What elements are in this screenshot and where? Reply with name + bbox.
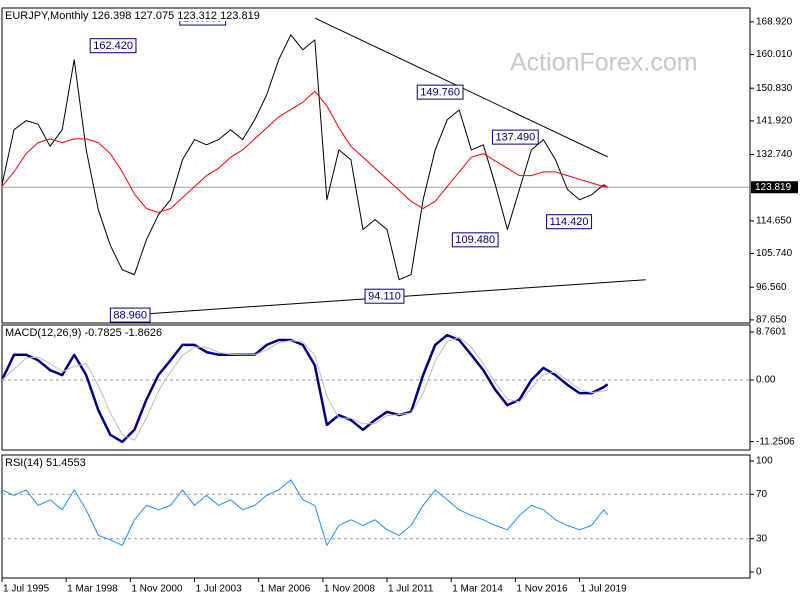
x-tick-label: 1 Jul 1995	[3, 584, 50, 595]
y-tick-label: 87.650	[756, 315, 787, 326]
y-tick-label: 132.740	[756, 149, 793, 160]
title-bg	[3, 326, 167, 338]
x-tick-label: 1 Mar 1998	[67, 584, 118, 595]
title-bg	[3, 9, 264, 21]
y-tick-label: 160.010	[756, 49, 793, 60]
x-tick-label: 1 Mar 2014	[452, 584, 503, 595]
y-tick-label: -11.2506	[756, 436, 795, 447]
series-line	[1, 336, 608, 441]
annotation-box	[491, 129, 539, 145]
annotation-label: 149.760	[420, 87, 460, 99]
title-bg	[3, 456, 90, 468]
annotation-label: 94.110	[368, 291, 401, 303]
y-tick-label: 8.7601	[756, 327, 787, 338]
y-tick-label: 150.830	[756, 83, 793, 94]
annotation-box	[451, 232, 499, 248]
x-tick-label: 1 Jul 2019	[581, 584, 628, 595]
y-tick-label: 0	[756, 567, 762, 578]
x-tick-label: 1 Nov 2016	[516, 584, 568, 595]
y-tick-label: 100	[756, 456, 773, 467]
annotation-box	[546, 214, 593, 230]
annotation-label: 88.960	[113, 309, 147, 321]
x-tick-label: 1 Nov 2008	[324, 584, 376, 595]
panel-title: EURJPY,Monthly 126.398 127.075 123.312 1…	[5, 10, 260, 22]
y-tick-label: 30	[756, 533, 768, 544]
x-tick-label: 1 Nov 2000	[131, 584, 183, 595]
panel-title: MACD(12,26,9) -0.7825 -1.8626	[5, 327, 162, 339]
y-tick-label: 70	[756, 489, 768, 500]
series-line	[1, 90, 608, 213]
y-tick-label: 105.740	[756, 248, 793, 259]
annotation-label: 109.480	[455, 234, 495, 246]
panel-frame	[1, 7, 751, 324]
series-line	[1, 34, 608, 281]
y-tick-label: 0.00	[756, 375, 776, 386]
y-tick-label: 168.920	[756, 17, 793, 28]
series-line	[0, 333, 609, 444]
x-tick-label: 1 Jul 2011	[388, 584, 434, 595]
last-price-label: 123.819	[755, 182, 792, 193]
panel-title: RSI(14) 51.4553	[5, 457, 86, 469]
watermark: ActionForex.com	[510, 49, 698, 77]
annotation-box	[89, 38, 137, 54]
last-price-box	[751, 181, 798, 194]
panel-frame	[1, 454, 751, 579]
series-line	[1, 479, 608, 546]
x-tick-label: 1 Jul 2003	[196, 584, 243, 595]
annotation-box	[416, 84, 464, 100]
annotation-box	[364, 288, 405, 304]
annotation-label: 137.490	[495, 132, 535, 144]
panel-frame	[1, 324, 751, 451]
y-tick-label: 114.650	[756, 216, 792, 227]
y-tick-label: 96.560	[756, 282, 787, 293]
annotation-label: 114.420	[550, 216, 589, 228]
y-tick-label: 141.920	[756, 116, 793, 127]
annotation-box	[109, 307, 151, 323]
x-tick-label: 1 Mar 2006	[260, 584, 311, 595]
annotation-label: 162.420	[93, 40, 133, 52]
